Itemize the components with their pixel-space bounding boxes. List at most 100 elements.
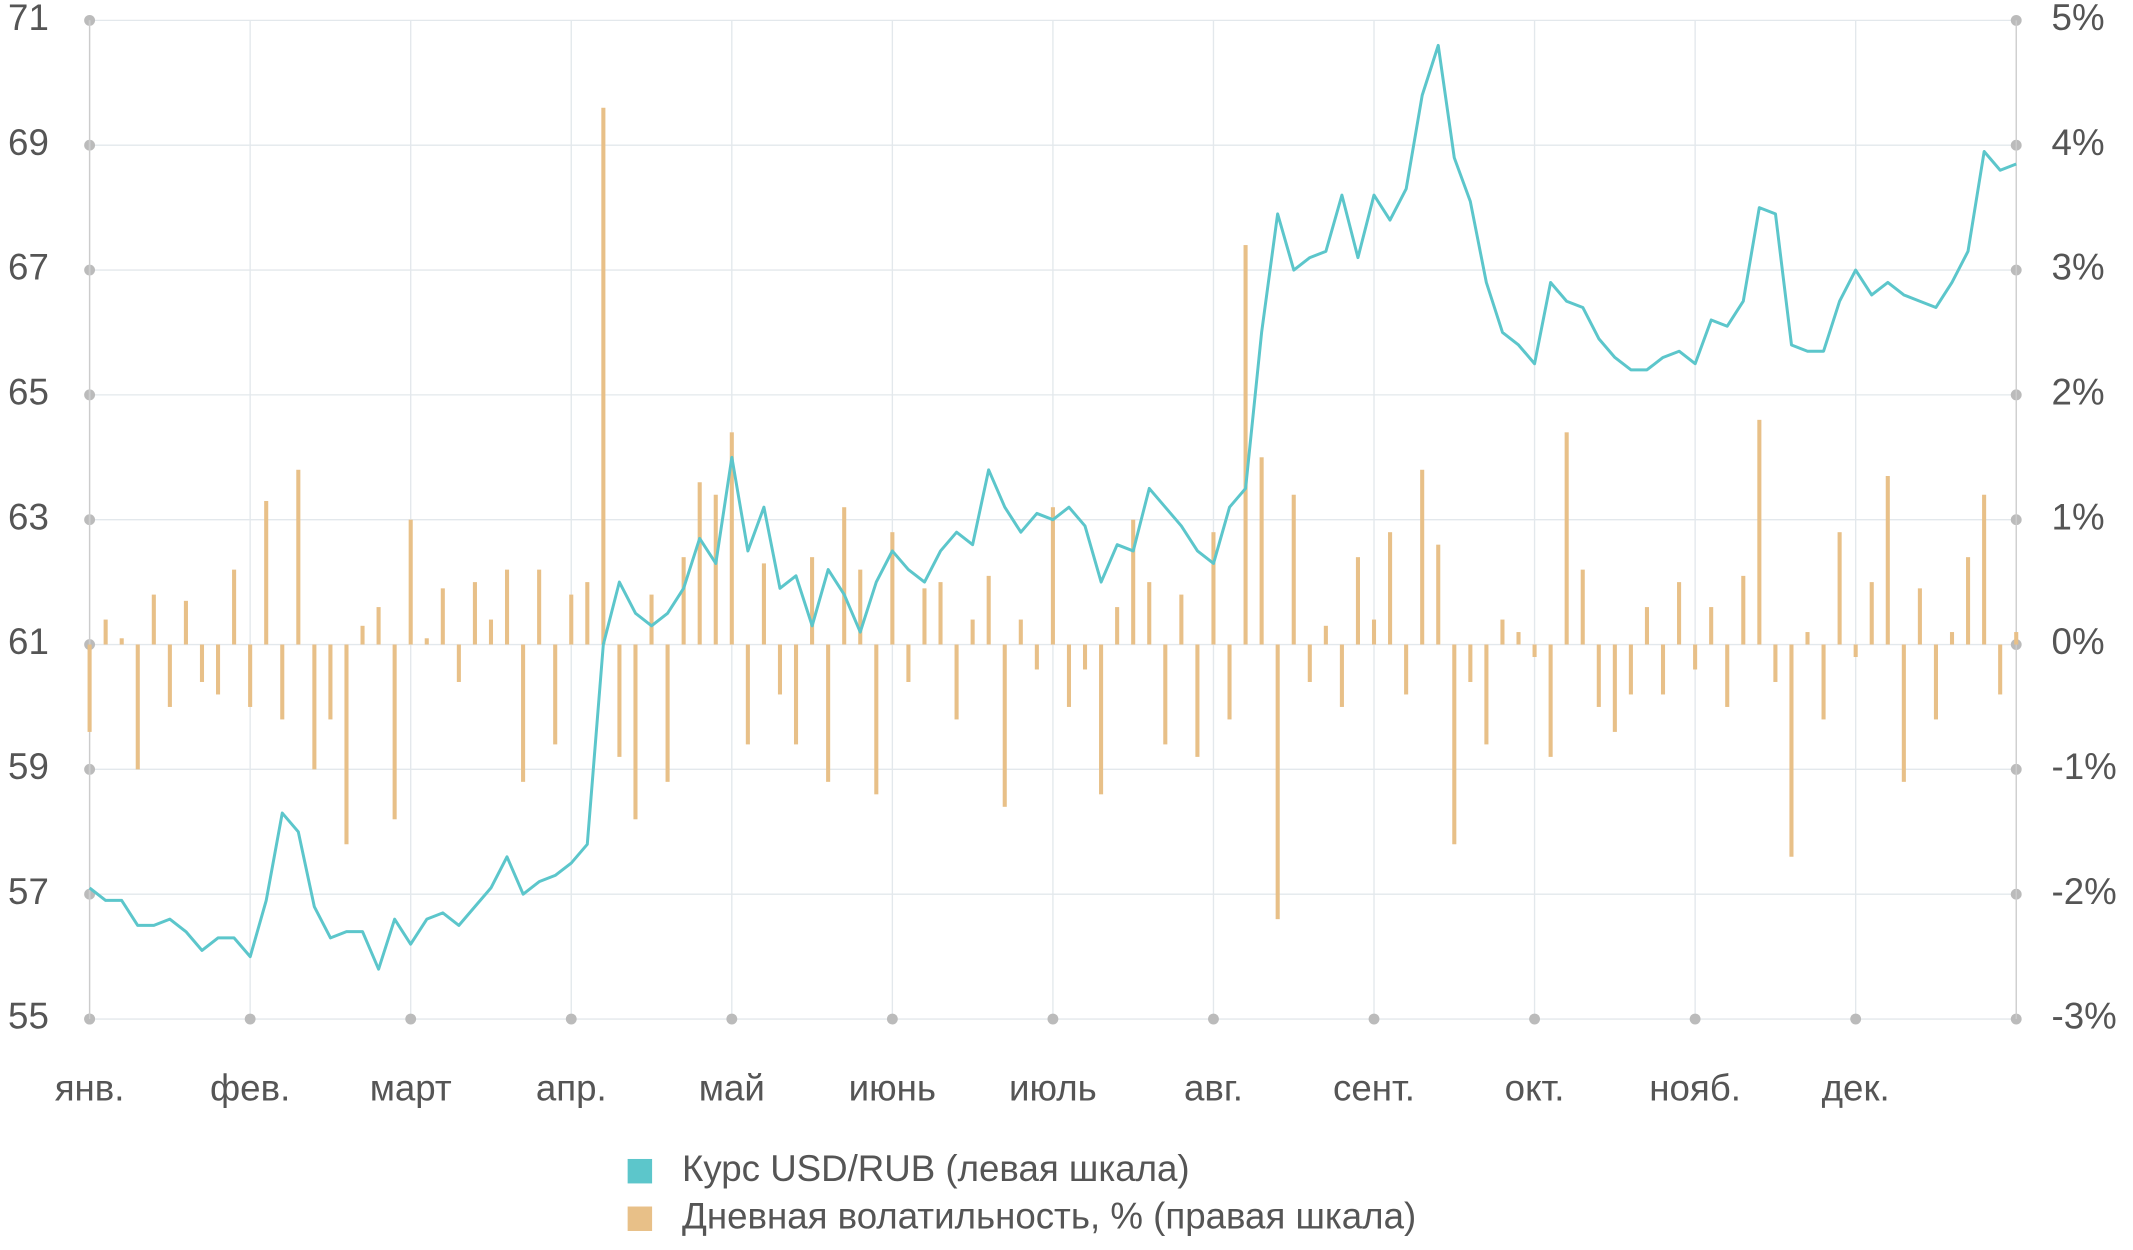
bar xyxy=(296,469,301,645)
bar xyxy=(1837,532,1842,645)
x-tick-label: март xyxy=(370,1068,452,1109)
bar xyxy=(280,644,285,720)
y-tick-label: 65 xyxy=(8,372,49,413)
bar xyxy=(1933,644,1938,720)
y-tick-label: 69 xyxy=(8,122,49,163)
bar xyxy=(858,569,863,645)
bar xyxy=(906,644,911,682)
bar xyxy=(1821,644,1826,720)
bar xyxy=(1644,607,1649,645)
bar xyxy=(1869,582,1874,645)
bar xyxy=(2014,632,2019,645)
bar xyxy=(1901,644,1906,782)
x-tick-dot xyxy=(1529,1013,1541,1025)
bar xyxy=(488,619,494,645)
x-tick-dot xyxy=(405,1013,417,1025)
bar xyxy=(633,644,638,820)
x-tick-label: янв. xyxy=(55,1068,125,1109)
bar xyxy=(922,588,927,645)
y2-tick-label: 3% xyxy=(2052,247,2105,288)
bar xyxy=(1452,644,1457,845)
bar xyxy=(938,582,943,645)
bar xyxy=(1998,644,2003,695)
x-tick-dot xyxy=(726,1013,738,1025)
bar xyxy=(1773,644,1778,682)
bar xyxy=(793,644,799,745)
bar xyxy=(569,594,574,645)
bar xyxy=(1307,644,1312,682)
bar xyxy=(151,594,156,645)
bar xyxy=(1163,644,1168,745)
bar xyxy=(1034,644,1039,670)
bar xyxy=(87,644,92,732)
y-tick-label: 57 xyxy=(8,871,49,912)
bar xyxy=(1227,644,1232,720)
bar xyxy=(376,607,381,645)
bar xyxy=(1131,519,1136,645)
bar xyxy=(1115,607,1120,645)
bar xyxy=(1355,557,1361,645)
y2-tick-label: -1% xyxy=(2052,746,2117,787)
bar xyxy=(761,563,766,645)
bar xyxy=(1548,644,1553,757)
x-tick-label: май xyxy=(699,1068,765,1109)
x-tick-dot xyxy=(1047,1013,1059,1025)
bar xyxy=(1484,644,1489,745)
bar xyxy=(1420,469,1425,645)
bar xyxy=(521,644,526,782)
x-tick-label: сент. xyxy=(1333,1068,1415,1109)
bar xyxy=(1211,532,1216,645)
bar xyxy=(232,569,237,645)
bar xyxy=(810,557,815,645)
bar xyxy=(537,569,542,645)
bar xyxy=(167,644,172,707)
y-tick-label: 63 xyxy=(8,496,49,537)
bar xyxy=(264,500,269,645)
x-tick-label: июль xyxy=(1009,1068,1097,1109)
bar xyxy=(135,644,140,770)
bar xyxy=(1628,644,1633,695)
bar xyxy=(1195,644,1200,757)
x-tick-label: фев. xyxy=(210,1068,290,1109)
bar xyxy=(1789,644,1794,857)
bar xyxy=(1291,494,1296,645)
bar xyxy=(1982,494,1987,645)
bar xyxy=(617,644,622,757)
legend-label: Дневная волатильность, % (правая шкала) xyxy=(682,1195,1416,1236)
bar xyxy=(1596,644,1601,707)
bar xyxy=(1612,644,1617,732)
x-tick-dot xyxy=(1850,1013,1862,1025)
x-tick-dot xyxy=(1689,1013,1701,1025)
x-tick-dot xyxy=(1208,1013,1219,1025)
bar xyxy=(1805,632,1810,645)
bar xyxy=(890,532,895,645)
y2-tick-label: 5% xyxy=(2052,0,2105,38)
bar xyxy=(713,494,718,645)
bar xyxy=(504,569,510,645)
bar xyxy=(1757,419,1762,645)
bar xyxy=(1516,632,1521,645)
bar xyxy=(1371,619,1377,645)
x-tick-label: апр. xyxy=(536,1068,607,1109)
bar xyxy=(1066,644,1072,707)
bar xyxy=(1853,644,1858,658)
bar xyxy=(472,582,477,645)
x-tick-label: нояб. xyxy=(1649,1068,1741,1109)
x-tick-label: дек. xyxy=(1822,1068,1890,1109)
bar xyxy=(1500,619,1505,645)
y-tick-label: 55 xyxy=(8,996,49,1037)
bar xyxy=(986,575,991,645)
y2-tick-label: 1% xyxy=(2052,496,2105,537)
bar xyxy=(842,507,847,645)
y-tick-label: 59 xyxy=(8,746,49,787)
bar xyxy=(777,644,783,695)
bar xyxy=(954,644,959,720)
bar xyxy=(970,619,975,645)
x-tick-dot xyxy=(565,1013,577,1025)
legend-swatch xyxy=(627,1158,653,1184)
bar xyxy=(344,644,349,845)
bar xyxy=(408,519,413,645)
bar xyxy=(874,644,879,795)
